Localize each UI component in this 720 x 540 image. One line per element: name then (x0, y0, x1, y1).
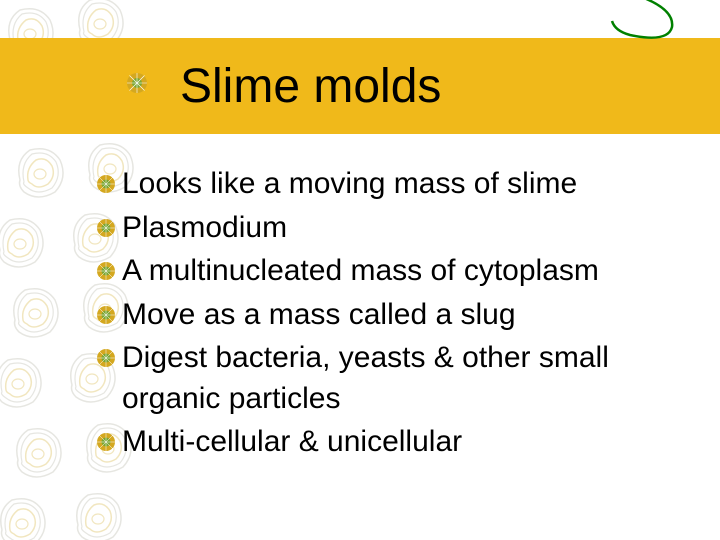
bullet-text: Looks like a moving mass of slime (122, 164, 577, 205)
bullet-icon (96, 305, 116, 325)
bullet-icon (96, 218, 116, 238)
bullet-text: Multi-cellular & unicellular (122, 422, 462, 463)
bullet-text: Plasmodium (122, 208, 287, 249)
title-bullet-icon (126, 72, 148, 94)
bullet-icon (96, 432, 116, 452)
list-item: A multinucleated mass of cytoplasm (96, 251, 676, 292)
list-item: Move as a mass called a slug (96, 295, 676, 336)
swoosh-decoration (320, 0, 700, 45)
bullet-icon (96, 261, 116, 281)
slide-title: Slime molds (180, 59, 441, 114)
bullet-icon (96, 174, 116, 194)
bullet-list: Looks like a moving mass of slime Plasmo… (96, 164, 676, 466)
list-item: Plasmodium (96, 208, 676, 249)
title-band: Slime molds (0, 38, 720, 134)
bullet-text: Move as a mass called a slug (122, 295, 516, 336)
list-item: Looks like a moving mass of slime (96, 164, 676, 205)
bullet-text: A multinucleated mass of cytoplasm (122, 251, 599, 292)
bullet-text: Digest bacteria, yeasts & other small or… (122, 338, 676, 419)
list-item: Multi-cellular & unicellular (96, 422, 676, 463)
bullet-icon (96, 348, 116, 368)
list-item: Digest bacteria, yeasts & other small or… (96, 338, 676, 419)
